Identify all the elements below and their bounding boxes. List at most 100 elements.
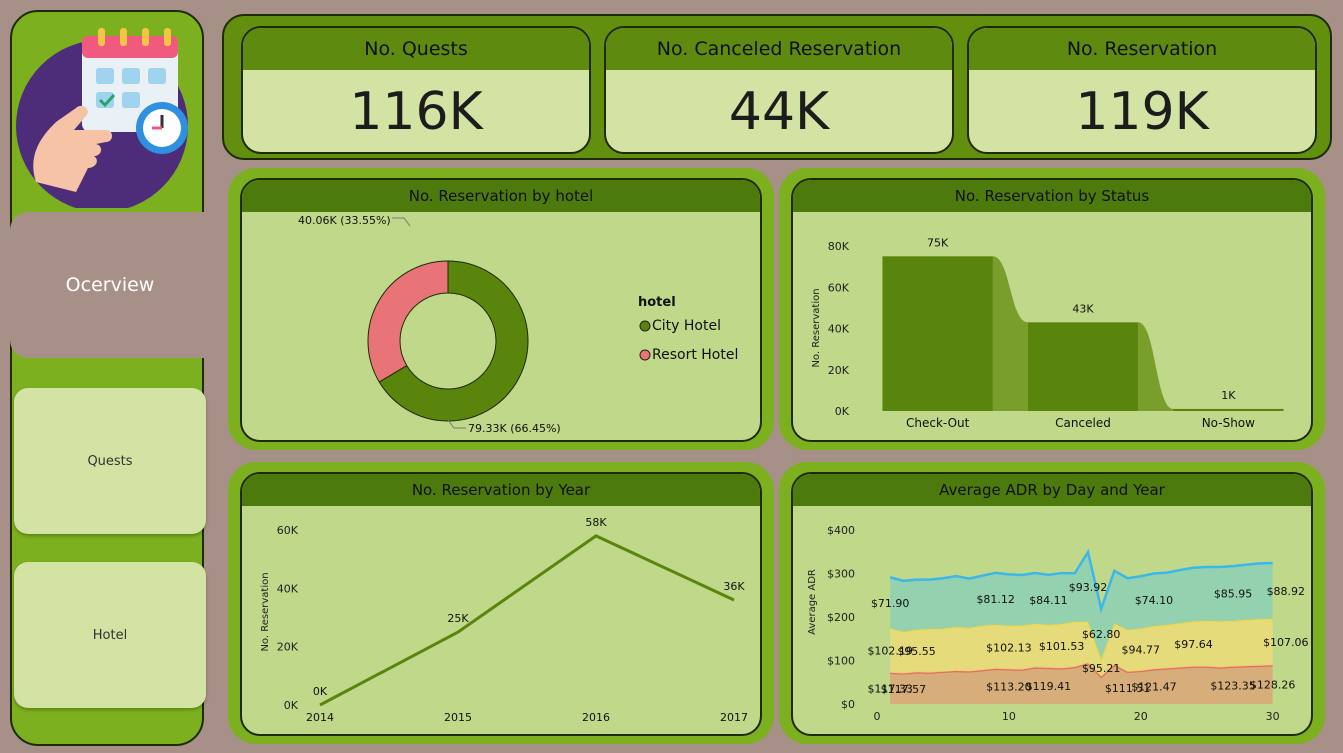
y-tick-label: 20K	[828, 364, 850, 377]
kpi-card-quests: No. Quests 116K	[241, 26, 591, 154]
donut-chart: 40.06K (33.55%) 79.33K (66.45%) hotel City …	[298, 214, 738, 435]
y-tick-label: 40K	[828, 323, 850, 336]
legend-item: Resort Hotel	[652, 347, 738, 363]
x-tick-label: 10	[1002, 710, 1016, 723]
data-label: 36K	[723, 580, 745, 593]
series-line	[319, 534, 735, 707]
legend-item: City Hotel	[652, 318, 721, 334]
data-label: $81.12	[976, 593, 1015, 606]
data-label: $123.35	[1210, 679, 1256, 692]
panel-status-wrap: No. Reservation by Status 0K 20K 40K 60K 80K…	[779, 168, 1325, 450]
data-label: 25K	[447, 612, 469, 625]
kpi-value: 44K	[728, 82, 830, 142]
nav-quests-button[interactable]: Quests	[14, 388, 206, 534]
data-label: 79.33K (66.45%)	[468, 422, 561, 435]
legend-title: hotel	[638, 295, 676, 310]
adr-area-chart: $0 $100 $200 $300 $400 Average ADR 0 10 20 30 $117…	[807, 524, 1309, 723]
legend-marker	[639, 349, 651, 361]
year-line-chart: 0K 20K 40K 60K No. Reservation 0K 2014 25K 2015 5…	[260, 516, 748, 724]
area-series	[890, 618, 1273, 677]
y-tick-label: 80K	[828, 240, 850, 253]
chart-title: No. Reservation by hotel	[242, 180, 760, 212]
data-label: $95.55	[897, 645, 936, 658]
chart-title: No. Reservation by Status	[793, 180, 1311, 212]
nav-overview[interactable]: Ocerview	[10, 212, 210, 358]
data-label: $84.11	[1029, 594, 1068, 607]
y-tick-label: 0K	[835, 405, 850, 418]
data-label: 40.06K (33.55%)	[298, 214, 391, 227]
data-label: $88.92	[1267, 585, 1306, 598]
data-label: $94.77	[1122, 644, 1161, 657]
kpi-value: 116K	[349, 82, 483, 142]
data-label: 75K	[927, 236, 949, 249]
y-tick-label: $200	[827, 611, 855, 624]
ribbon	[1138, 322, 1174, 411]
y-tick-label: 60K	[277, 524, 299, 537]
kpi-title: No. Reservation	[969, 28, 1315, 70]
data-label: $102.19	[867, 644, 913, 657]
area-series	[890, 663, 1273, 704]
data-label: $107.06	[1263, 636, 1309, 649]
data-label: $102.13	[986, 641, 1032, 654]
data-label: $93.92	[1069, 581, 1108, 594]
kpi-title: No. Quests	[243, 28, 589, 70]
panel-adr-wrap: Average ADR by Day and Year $0 $100 $200 $3…	[779, 462, 1325, 744]
panel-adr: Average ADR by Day and Year $0 $100 $200 $3…	[791, 472, 1313, 736]
panel-year-wrap: No. Reservation by Year 0K 20K 40K 60K No. R…	[228, 462, 774, 744]
data-label: $95.21	[1082, 662, 1121, 675]
data-label: $62.80	[1082, 628, 1121, 641]
sidebar: Ocerview Quests Hotel	[10, 10, 210, 746]
nav-hotel-label: Hotel	[92, 627, 128, 643]
data-label: $117.57	[881, 683, 927, 696]
data-label: $97.64	[1174, 638, 1213, 651]
data-label: $119.41	[1026, 680, 1072, 693]
data-label: 0K	[313, 685, 328, 698]
ribbon	[992, 256, 1028, 411]
chart-title: No. Reservation by Year	[242, 474, 760, 506]
nav-quests-label: Quests	[87, 453, 133, 469]
y-tick-label: $300	[827, 568, 855, 581]
x-tick-label: 30	[1266, 710, 1280, 723]
y-tick-label: $100	[827, 655, 855, 668]
bar-no-show	[1173, 408, 1284, 411]
chart-title: Average ADR by Day and Year	[793, 474, 1311, 506]
kpi-band: No. Quests 116K No. Canceled Reservation…	[222, 14, 1332, 160]
label-leader	[392, 217, 411, 227]
calendar-clock-logo	[16, 28, 188, 208]
nav-overview-label: Ocerview	[65, 274, 155, 296]
x-tick-label: 20	[1134, 710, 1148, 723]
bar-canceled	[1027, 322, 1139, 411]
y-axis-label: No. Reservation	[260, 572, 271, 651]
x-tick-label: 2017	[720, 711, 748, 724]
x-tick-label: Canceled	[1055, 416, 1111, 430]
kpi-value: 119K	[1075, 82, 1209, 142]
data-label: 43K	[1072, 302, 1094, 315]
y-axis-label: Average ADR	[807, 569, 818, 635]
panel-hotel-wrap: No. Reservation by hotel 40.06K (33.55%)…	[228, 168, 774, 450]
x-tick-label: No-Show	[1202, 416, 1255, 430]
area-series-line	[889, 548, 1273, 614]
label-leader	[447, 419, 466, 429]
kpi-card-reservation: No. Reservation 119K	[967, 26, 1317, 154]
nav-hotel-button[interactable]: Hotel	[14, 562, 206, 708]
data-label: $121.47	[1131, 681, 1177, 694]
data-label: $74.10	[1135, 594, 1174, 607]
y-axis-label: No. Reservation	[811, 288, 822, 367]
data-label: 58K	[585, 516, 607, 529]
x-tick-label: Check-Out	[906, 416, 970, 430]
data-label: $117.33	[867, 682, 913, 695]
panel-status: No. Reservation by Status 0K 20K 40K 60K 80K…	[791, 178, 1313, 442]
y-tick-label: 20K	[277, 641, 299, 654]
area-series	[890, 552, 1273, 660]
x-tick-label: 0	[874, 710, 881, 723]
kpi-card-canceled: No. Canceled Reservation 44K	[604, 26, 954, 154]
x-tick-label: 2015	[444, 711, 472, 724]
y-tick-label: $400	[827, 524, 855, 537]
y-tick-label: $0	[841, 698, 855, 711]
panel-hotel: No. Reservation by hotel 40.06K (33.55%)…	[240, 178, 762, 442]
data-label: $85.95	[1214, 588, 1253, 601]
donut-slice-city-hotel	[378, 260, 529, 422]
data-label: 1K	[1221, 389, 1236, 402]
data-label: $113.20	[986, 681, 1032, 694]
y-tick-label: 0K	[284, 699, 299, 712]
